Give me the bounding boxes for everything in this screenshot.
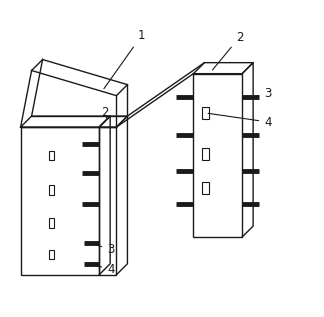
Text: 2: 2 bbox=[101, 106, 109, 119]
Bar bbox=[49, 218, 54, 228]
Text: 3: 3 bbox=[255, 87, 272, 100]
Text: 2: 2 bbox=[213, 31, 243, 70]
Bar bbox=[49, 185, 54, 195]
Text: 4: 4 bbox=[208, 113, 272, 128]
Text: 1: 1 bbox=[104, 29, 145, 89]
Bar bbox=[202, 107, 209, 119]
Text: 3: 3 bbox=[93, 243, 114, 256]
Bar bbox=[99, 127, 116, 275]
Bar bbox=[202, 182, 209, 194]
Bar bbox=[202, 148, 209, 160]
Bar bbox=[193, 74, 242, 237]
Bar bbox=[49, 151, 54, 160]
Bar bbox=[49, 249, 54, 259]
Bar bbox=[21, 127, 99, 275]
Text: 4: 4 bbox=[93, 263, 114, 276]
